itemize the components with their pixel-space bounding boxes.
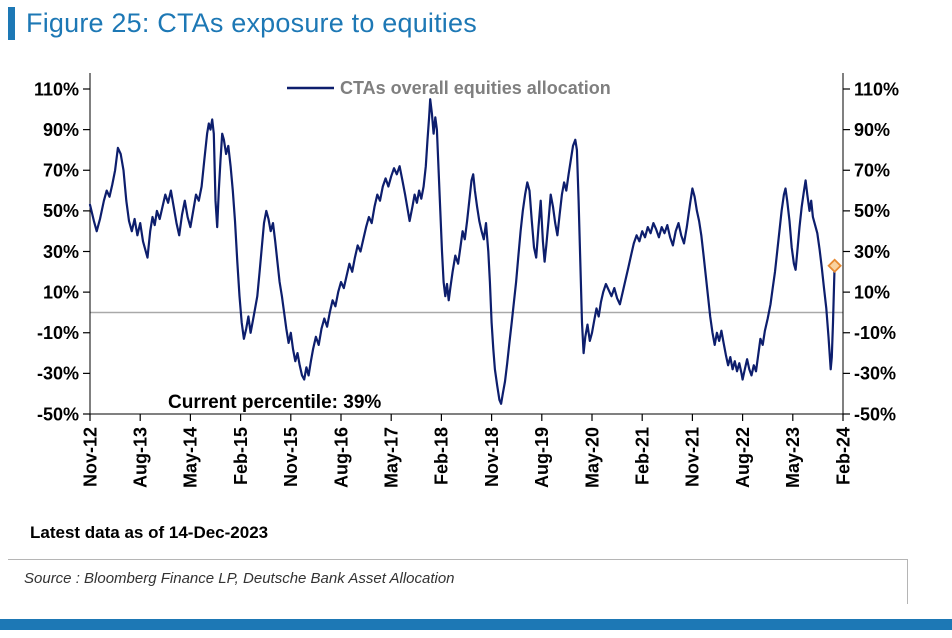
x-axis-label: Nov-18	[482, 427, 502, 487]
x-axis-label: Aug-13	[130, 427, 150, 488]
series-line	[88, 98, 836, 405]
y-axis-label-left: 70%	[43, 161, 79, 181]
y-axis-label-left: -10%	[37, 323, 79, 343]
x-axis-label: Feb-21	[633, 427, 653, 485]
x-axis-label: Aug-16	[331, 427, 351, 488]
x-axis-label: Feb-15	[231, 427, 251, 485]
y-axis-label-right: 90%	[854, 120, 890, 140]
y-axis-label-right: -50%	[854, 404, 896, 424]
x-axis-label: Nov-12	[80, 427, 100, 487]
y-axis-label-right: 10%	[854, 282, 890, 302]
title-row: Figure 25: CTAs exposure to equities	[0, 0, 952, 40]
annotation-current-percentile: Current percentile: 39%	[168, 392, 381, 413]
latest-data-note: Latest data as of 14-Dec-2023	[30, 523, 269, 542]
x-axis-label: May-17	[382, 427, 402, 488]
y-axis-label-right: 50%	[854, 201, 890, 221]
y-axis-label-right: -30%	[854, 364, 896, 384]
y-axis-label-left: 10%	[43, 282, 79, 302]
y-axis-label-left: 30%	[43, 242, 79, 262]
y-axis-label-left: 90%	[43, 120, 79, 140]
title-accent-bar	[8, 7, 15, 40]
y-axis-label-right: 110%	[854, 79, 899, 99]
y-axis-label-right: 30%	[854, 242, 890, 262]
x-axis-label: May-20	[582, 427, 602, 488]
x-axis-label: Aug-19	[532, 427, 552, 488]
x-axis-label: Feb-18	[432, 427, 452, 485]
latest-point-marker	[827, 258, 842, 273]
cta-equities-allocation-chart: 110% 110% 90% 90% 70% 70% 50% 50% 30% 30% 10% 10% -1…	[34, 73, 899, 488]
figure-title: Figure 25: CTAs exposure to equities	[26, 8, 477, 38]
source-block: Source : Bloomberg Finance LP, Deutsche …	[8, 559, 908, 604]
x-axis-label: Feb-24	[833, 427, 853, 485]
footer-accent-bar	[0, 619, 952, 630]
y-axis-label-left: 110%	[34, 79, 79, 99]
x-axis-label: May-14	[181, 427, 201, 488]
y-axis-label-left: -30%	[37, 364, 79, 384]
x-axis-label: Nov-21	[683, 427, 703, 487]
y-axis-label-right: 70%	[854, 161, 890, 181]
x-axis-label: Nov-15	[281, 427, 301, 487]
y-axis-label-left: 50%	[43, 201, 79, 221]
y-axis-label-right: -10%	[854, 323, 896, 343]
x-axis-label: Aug-22	[733, 427, 753, 488]
x-axis-label: May-23	[783, 427, 803, 488]
y-axis-label-left: -50%	[37, 404, 79, 424]
legend-label: CTAs overall equities allocation	[340, 78, 611, 98]
source-text: Source : Bloomberg Finance LP, Deutsche …	[24, 570, 455, 587]
